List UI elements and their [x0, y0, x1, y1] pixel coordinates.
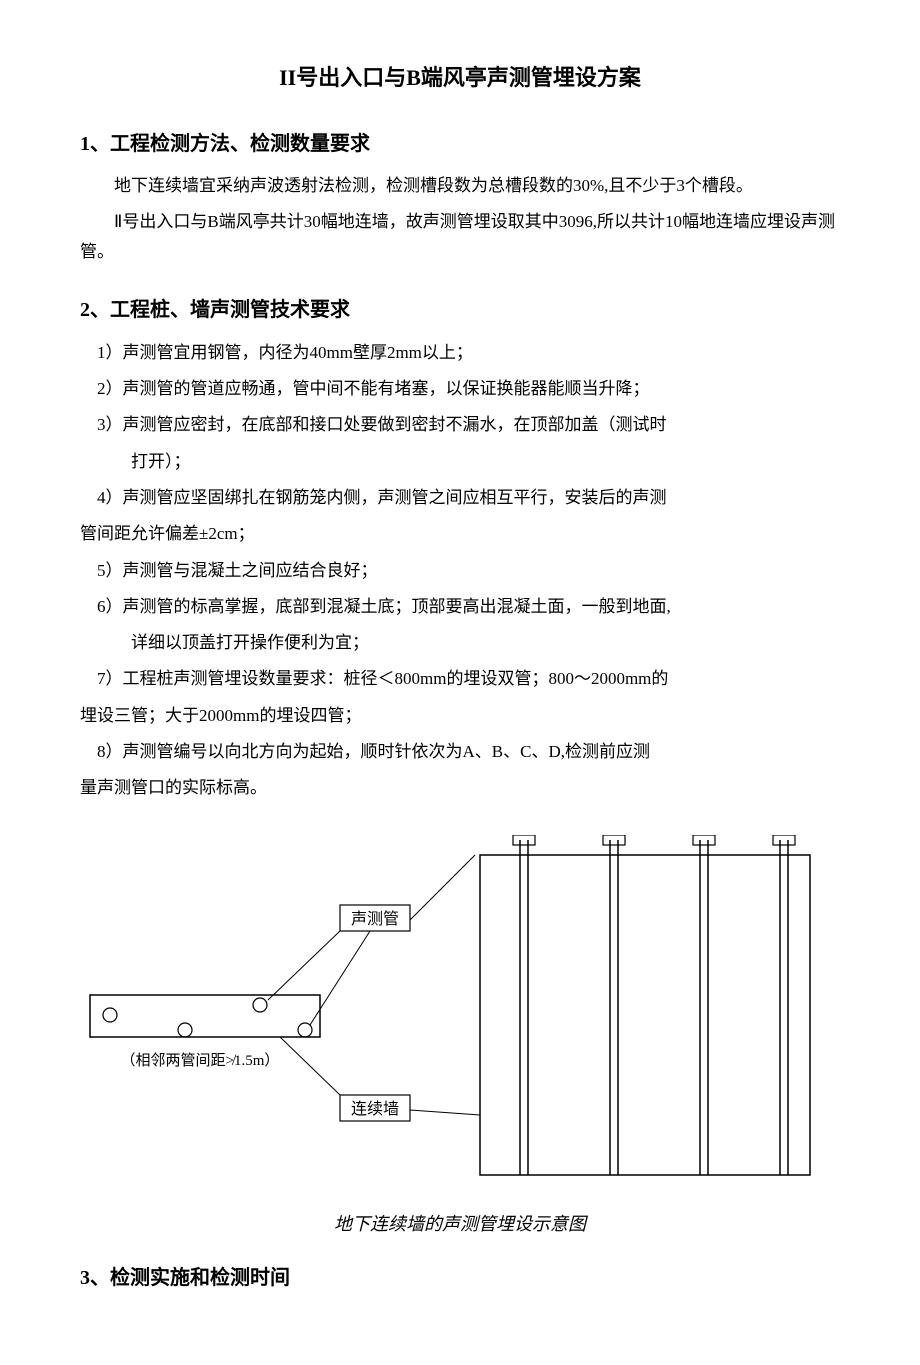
section2-item5: 5）声测管与混凝土之间应结合良好； — [80, 555, 840, 587]
label-pipe-text: 声测管 — [351, 910, 399, 928]
pipes-front — [513, 835, 795, 1175]
document-title: II号出入口与B端风亭声测管埋设方案 — [80, 60, 840, 92]
section2-item4: 4）声测管应坚固绑扎在钢筋笼内侧，声测管之间应相互平行，安装后的声测 — [80, 482, 840, 514]
section2-item7b: 埋设三管；大于2000mm的埋设四管； — [80, 700, 840, 732]
section2-item3b: 打开）； — [80, 446, 840, 478]
section1-para1: 地下连续墙宜采纳声波透射法检测，检测槽段数为总槽段数的30%,且不少于3个槽段。 — [80, 171, 840, 202]
section1-para2: Ⅱ号出入口与B端风亭共计30幅地连墙，故声测管埋设取其中3096,所以共计10幅… — [80, 207, 840, 268]
section3-heading: 3、检测实施和检测时间 — [80, 1261, 840, 1290]
section2-item4b: 管间距允许偏差±2cm； — [80, 518, 840, 550]
section2-item7: 7）工程桩声测管埋设数量要求：桩径＜800mm的埋设双管；800～2000mm的 — [80, 663, 840, 695]
top-view — [90, 995, 320, 1037]
section2-item3: 3）声测管应密封，在底部和接口处要做到密封不漏水，在顶部加盖（测试时 — [80, 409, 840, 441]
section1-heading: 1、工程检测方法、检测数量要求 — [80, 127, 840, 156]
section2-item8: 8）声测管编号以向北方向为起始，顺时针依次为A、B、C、D,检测前应测 — [80, 736, 840, 768]
section2-heading: 2、工程桩、墙声测管技术要求 — [80, 293, 840, 322]
section2-item8b: 量声测管口的实际标高。 — [80, 772, 840, 804]
wall-rect — [480, 855, 810, 1175]
section2-item6: 6）声测管的标高掌握，底部到混凝土底；顶部要高出混凝土面，一般到地面, — [80, 591, 840, 623]
section2-item2: 2）声测管的管道应畅通，管中间不能有堵塞，以保证换能器能顺当升降； — [80, 373, 840, 405]
section2-item6b: 详细以顶盖打开操作便利为宜； — [80, 627, 840, 659]
section2-item1: 1）声测管宜用钢管，内径为40mm壁厚2mm以上； — [80, 337, 840, 369]
diagram-container: 声测管 连续墙 （相邻两管间距≯1.5m） — [80, 835, 840, 1200]
diagram-caption: 地下连续墙的声测管埋设示意图 — [80, 1210, 840, 1236]
diagram-svg: 声测管 连续墙 （相邻两管间距≯1.5m） — [80, 835, 840, 1195]
label-wall-text: 连续墙 — [351, 1100, 399, 1118]
label-spacing: （相邻两管间距≯1.5m） — [121, 1052, 280, 1069]
